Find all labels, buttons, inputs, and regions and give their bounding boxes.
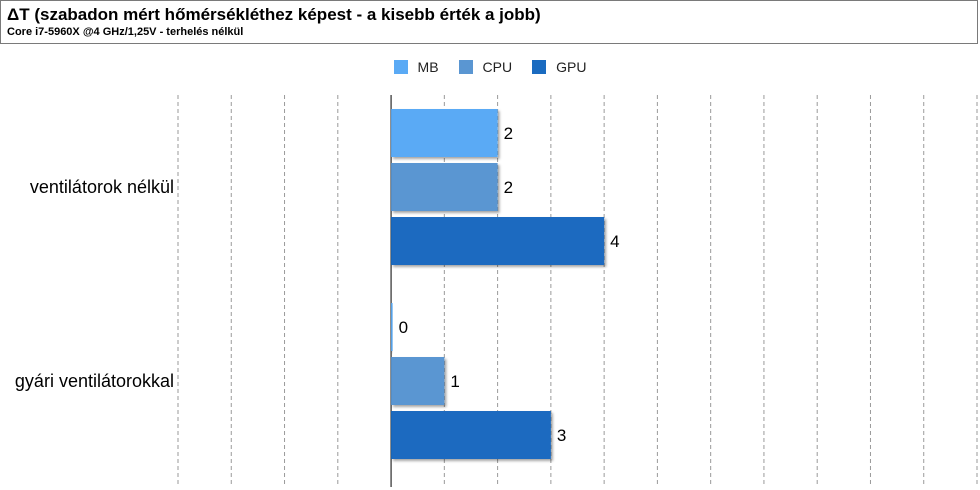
chart-header: ΔT (szabadon mért hőmérsékléthez képest … xyxy=(0,0,978,44)
legend-item-cpu: CPU xyxy=(458,58,513,76)
legend-swatch-mb xyxy=(393,60,408,74)
gridlines xyxy=(177,95,978,487)
category-labels: ventilátorok nélkül gyári ventilátorokkal xyxy=(15,177,174,391)
legend-item-gpu: GPU xyxy=(532,58,586,76)
value-label-mb-0: 2 xyxy=(504,124,513,143)
legend-label-gpu: GPU xyxy=(556,59,587,75)
bar-cpu-0 xyxy=(391,163,498,211)
legend-item-mb: MB xyxy=(393,58,439,76)
chart-title: ΔT (szabadon mért hőmérsékléthez képest … xyxy=(7,5,541,24)
value-label-gpu-1: 3 xyxy=(557,426,566,445)
value-label-gpu-0: 4 xyxy=(610,232,619,251)
value-label-mb-1: 0 xyxy=(399,318,408,337)
legend-swatch-gpu xyxy=(532,60,547,74)
bar-gpu-1 xyxy=(391,411,551,459)
value-label-cpu-1: 1 xyxy=(450,372,459,391)
legend-swatch-cpu xyxy=(458,60,473,74)
category-label-1: gyári ventilátorokkal xyxy=(15,371,174,391)
legend-label-cpu: CPU xyxy=(482,59,513,75)
chart-legend: MB CPU GPU xyxy=(0,58,980,76)
bar-mb-0 xyxy=(391,109,498,157)
category-label-0: ventilátorok nélkül xyxy=(30,177,174,197)
bars xyxy=(391,109,605,459)
bar-gpu-0 xyxy=(391,217,605,265)
bar-cpu-1 xyxy=(391,357,445,405)
value-label-cpu-0: 2 xyxy=(504,178,513,197)
value-labels: 2 2 4 0 1 3 xyxy=(399,124,620,445)
chart-subtitle: Core i7-5960X @4 GHz/1,25V - terhelés né… xyxy=(7,26,244,38)
bar-mb-1 xyxy=(391,303,393,351)
legend-label-mb: MB xyxy=(417,59,439,75)
